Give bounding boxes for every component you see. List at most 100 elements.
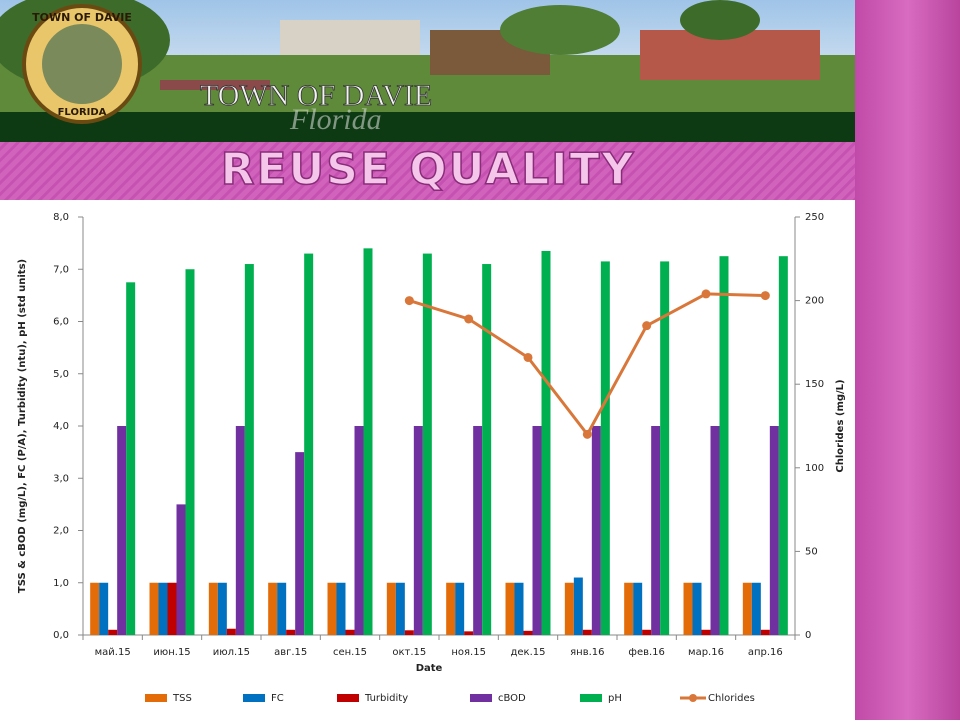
bar xyxy=(719,256,729,635)
y2-tick-label: 50 xyxy=(805,546,818,557)
seal-bottom: FLORIDA xyxy=(58,107,107,118)
x-tick-label: янв.16 xyxy=(570,647,604,658)
bar xyxy=(208,582,218,635)
bar xyxy=(624,582,634,635)
y2-axis-title: Chlorides (mg/L) xyxy=(835,379,846,472)
bar xyxy=(235,426,245,635)
legend-label: Chlorides xyxy=(708,693,755,704)
bar xyxy=(532,426,542,635)
bar xyxy=(514,582,524,635)
x-tick-label: июл.15 xyxy=(213,647,250,658)
bar xyxy=(683,582,693,635)
bar xyxy=(149,582,159,635)
bar xyxy=(742,582,752,635)
line-marker xyxy=(642,321,652,331)
side-band xyxy=(855,0,960,720)
y-tick-label: 4,0 xyxy=(53,421,69,432)
bar xyxy=(327,582,337,635)
bar xyxy=(286,629,296,635)
bar xyxy=(277,582,287,635)
bar xyxy=(446,582,456,635)
bar xyxy=(642,629,652,635)
bar xyxy=(692,582,702,635)
bar xyxy=(363,248,373,635)
y2-tick-label: 100 xyxy=(805,463,824,474)
bar xyxy=(354,426,364,635)
y-tick-label: 3,0 xyxy=(53,473,69,484)
y-tick-label: 8,0 xyxy=(53,212,69,223)
bar xyxy=(108,629,118,635)
line-marker xyxy=(760,291,770,301)
bar xyxy=(404,630,414,635)
y-tick-label: 6,0 xyxy=(53,317,69,328)
legend-swatch xyxy=(145,694,167,702)
bar xyxy=(751,582,761,635)
bar xyxy=(455,582,465,635)
x-axis-title: Date xyxy=(416,663,443,674)
bar xyxy=(395,582,405,635)
bar xyxy=(386,582,396,635)
banner-title: TOWN OF DAVIE xyxy=(200,79,432,112)
x-tick-label: сен.15 xyxy=(333,647,367,658)
y2-tick-label: 250 xyxy=(805,212,824,223)
x-tick-label: окт.15 xyxy=(392,647,426,658)
y-tick-label: 2,0 xyxy=(53,526,69,537)
bar xyxy=(591,426,601,635)
bar xyxy=(769,426,779,635)
y2-tick-label: 0 xyxy=(805,630,811,641)
bar xyxy=(660,261,670,635)
banner-script: Florida xyxy=(289,103,382,136)
x-tick-label: июн.15 xyxy=(153,647,190,658)
x-tick-label: мар.16 xyxy=(688,647,724,658)
legend-label: FC xyxy=(271,693,284,704)
bar xyxy=(573,577,583,635)
y2-tick-label: 150 xyxy=(805,379,824,390)
legend-label: Turbidity xyxy=(364,693,408,704)
bar xyxy=(336,582,346,635)
bar xyxy=(126,282,136,635)
bar xyxy=(482,264,492,635)
bar xyxy=(167,582,177,635)
x-tick-label: май.15 xyxy=(95,647,131,658)
line-marker xyxy=(464,314,474,324)
legend-label: pH xyxy=(608,693,622,704)
legend-swatch xyxy=(689,694,697,702)
bar xyxy=(90,582,100,635)
x-tick-label: ноя.15 xyxy=(451,647,486,658)
bar xyxy=(117,426,127,635)
x-tick-label: фев.16 xyxy=(628,647,665,658)
line-marker xyxy=(404,296,414,306)
bar xyxy=(176,504,186,635)
x-tick-label: авг.15 xyxy=(274,647,307,658)
bar xyxy=(651,426,661,635)
legend-swatch xyxy=(243,694,265,702)
bar xyxy=(345,629,355,635)
bar xyxy=(760,629,770,635)
bar xyxy=(523,630,533,635)
x-tick-label: апр.16 xyxy=(748,647,783,658)
y-tick-label: 5,0 xyxy=(53,369,69,380)
bar xyxy=(582,629,592,635)
legend-label: TSS xyxy=(172,693,192,704)
bar xyxy=(99,582,109,635)
bar xyxy=(564,582,574,635)
bar xyxy=(185,269,195,635)
legend-swatch xyxy=(337,694,359,702)
legend-swatch xyxy=(580,694,602,702)
legend-swatch xyxy=(470,694,492,702)
line-marker xyxy=(582,429,592,439)
line-marker xyxy=(523,352,533,362)
y-tick-label: 1,0 xyxy=(53,578,69,589)
bar xyxy=(268,582,278,635)
x-tick-label: дек.15 xyxy=(510,647,545,658)
slide-title: REUSE QUALITY xyxy=(221,144,636,195)
bar xyxy=(600,261,610,635)
bar xyxy=(217,582,227,635)
bar xyxy=(633,582,643,635)
bar xyxy=(244,264,254,635)
bar xyxy=(226,628,236,635)
bar xyxy=(304,253,314,635)
banner: TOWN OF DAVIE FLORIDA TOWN OF DAVIE Flor… xyxy=(0,0,855,142)
bar xyxy=(473,426,483,635)
